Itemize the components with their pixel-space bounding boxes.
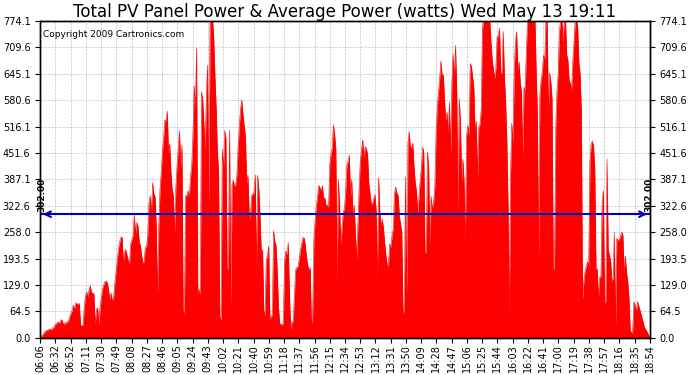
Text: 302.00: 302.00 [644,178,653,212]
Text: Copyright 2009 Cartronics.com: Copyright 2009 Cartronics.com [43,30,184,39]
Text: 302.00: 302.00 [37,178,46,212]
Title: Total PV Panel Power & Average Power (watts) Wed May 13 19:11: Total PV Panel Power & Average Power (wa… [73,3,617,21]
